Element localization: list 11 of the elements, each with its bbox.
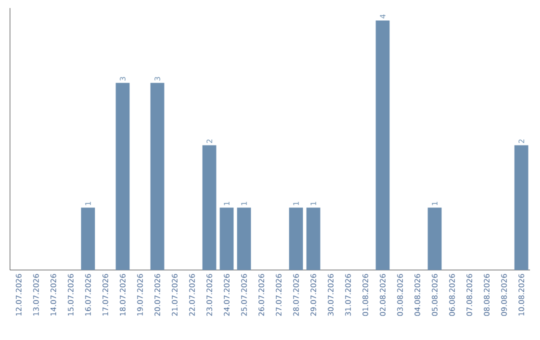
bar — [428, 208, 442, 270]
bar — [514, 145, 528, 270]
bar — [376, 20, 390, 270]
bar — [220, 208, 234, 270]
bar — [150, 82, 164, 270]
bar — [116, 82, 130, 270]
bar — [306, 208, 320, 270]
bar — [289, 208, 303, 270]
bar — [237, 208, 251, 270]
bar — [81, 208, 95, 270]
bar — [202, 145, 216, 270]
